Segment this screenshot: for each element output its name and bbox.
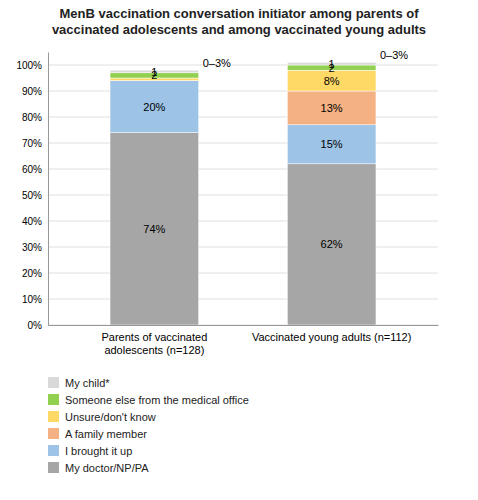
x-axis: Parents of vaccinatedadolescents (n=128)… xyxy=(49,326,439,357)
y-tick-label: 0% xyxy=(28,320,43,331)
series xyxy=(110,70,376,91)
bar xyxy=(110,81,199,133)
data-labels: 74%62%20%15%13%8%2211 xyxy=(143,58,343,251)
x-tick: Vaccinated young adults (n=112) xyxy=(252,331,412,343)
legend-label: My doctor/NP/PA xyxy=(65,462,149,474)
title: MenB vaccination conversation initiator … xyxy=(52,6,426,37)
legend-item: I brought it up xyxy=(48,445,132,457)
x-tick-label: Parents of vaccinatedadolescents (n=128) xyxy=(101,331,207,356)
grid-line xyxy=(48,91,438,92)
x-tick: Parents of vaccinatedadolescents (n=128) xyxy=(101,331,207,356)
legend-swatch xyxy=(48,377,59,388)
bar xyxy=(287,164,376,325)
legend-item: My child* xyxy=(48,377,110,389)
y-tick: 40% xyxy=(22,216,42,227)
data-label: 20% xyxy=(143,101,165,113)
grid-line xyxy=(48,169,438,170)
legend-swatch xyxy=(48,445,59,456)
annotation: 0–3% xyxy=(203,57,231,69)
legend-label: Unsure/don't know xyxy=(65,411,156,423)
y-tick-label: 90% xyxy=(22,86,42,97)
bar xyxy=(287,125,376,164)
y-tick: 60% xyxy=(22,164,42,175)
y-tick: 100% xyxy=(16,60,42,71)
bar xyxy=(287,91,376,125)
bar xyxy=(110,133,199,325)
series xyxy=(110,81,376,164)
grid-line xyxy=(48,195,438,196)
grid-line xyxy=(48,299,438,300)
legend-swatch xyxy=(48,462,59,473)
legend-label: My child* xyxy=(65,377,110,389)
data-label: 62% xyxy=(321,238,343,250)
y-tick-label: 60% xyxy=(22,164,42,175)
series xyxy=(110,62,376,72)
data-label: 1 xyxy=(329,58,335,70)
y-tick: 50% xyxy=(22,190,42,201)
data-label: 8% xyxy=(324,75,340,87)
x-tick-label: Vaccinated young adults (n=112) xyxy=(252,331,412,343)
y-tick-label: 30% xyxy=(22,242,42,253)
data-label: 1 xyxy=(151,66,157,78)
grid-line xyxy=(48,65,438,66)
x-axis-line xyxy=(49,325,439,326)
legend-item: A family member xyxy=(48,428,147,440)
grid-line xyxy=(48,221,438,222)
legend-swatch xyxy=(48,394,59,405)
y-tick: 70% xyxy=(22,138,42,149)
legend-item: Unsure/don't know xyxy=(48,411,156,423)
y-tick: 10% xyxy=(22,294,42,305)
grid-line xyxy=(48,143,438,144)
y-axis: 0% 10% 20% 30% 40% 50% 60% 70% 80% 90% 100% xyxy=(16,53,48,331)
plot: 74%62%20%15%13%8%22110–3%0–3%0%10%20%30%… xyxy=(16,49,438,356)
legend-swatch xyxy=(48,411,59,422)
y-tick-label: 50% xyxy=(22,190,42,201)
grid-line xyxy=(48,325,438,326)
y-tick: 80% xyxy=(22,112,42,123)
grid-line xyxy=(48,273,438,274)
legend-label: A family member xyxy=(65,428,147,440)
bars xyxy=(110,62,376,325)
legend-label: I brought it up xyxy=(65,445,132,457)
y-tick-label: 80% xyxy=(22,112,42,123)
y-axis-line xyxy=(48,53,49,326)
series xyxy=(287,91,376,125)
grid-line xyxy=(48,117,438,118)
data-label: 13% xyxy=(321,102,343,114)
y-tick: 20% xyxy=(22,268,42,279)
legend-swatch xyxy=(48,428,59,439)
legend-item: My doctor/NP/PA xyxy=(48,462,149,474)
legend-item: Someone else from the medical office xyxy=(48,394,249,406)
legend: My child* Someone else from the medical o… xyxy=(48,377,249,474)
data-label: 15% xyxy=(321,138,343,150)
y-tick-label: 100% xyxy=(16,60,42,71)
y-tick: 0% xyxy=(28,320,43,331)
y-tick-label: 70% xyxy=(22,138,42,149)
legend-label: Someone else from the medical office xyxy=(65,394,249,406)
grid xyxy=(48,65,438,325)
y-tick-label: 20% xyxy=(22,268,42,279)
y-tick-label: 40% xyxy=(22,216,42,227)
y-tick: 90% xyxy=(22,86,42,97)
chart: MenB vaccination conversation initiator … xyxy=(0,0,478,500)
y-tick: 30% xyxy=(22,242,42,253)
annotation: 0–3% xyxy=(380,49,408,61)
y-tick-label: 10% xyxy=(22,294,42,305)
grid-line xyxy=(48,247,438,248)
data-label: 74% xyxy=(143,223,165,235)
